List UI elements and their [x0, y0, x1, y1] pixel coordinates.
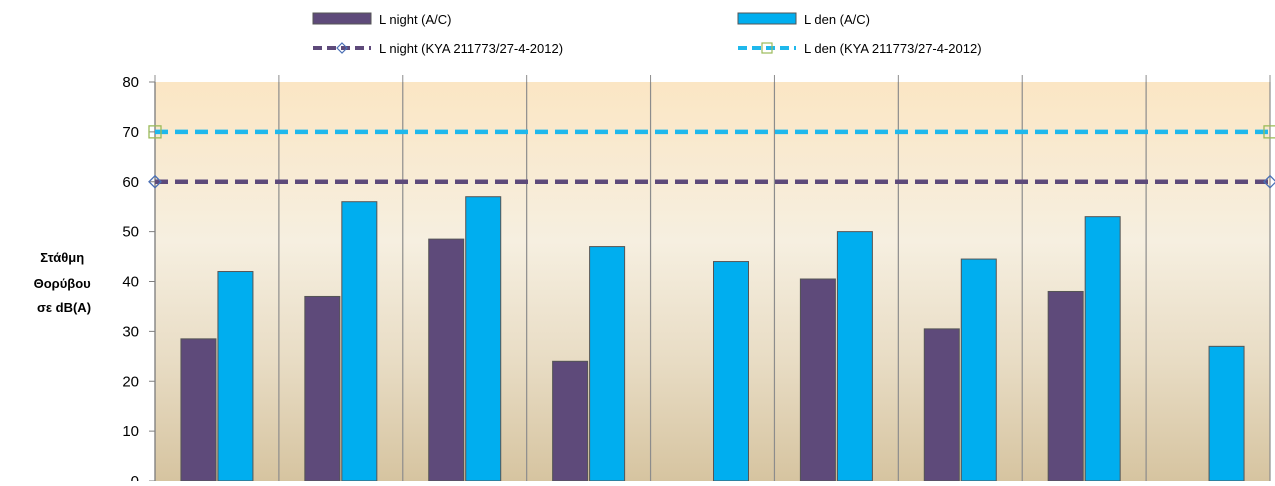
bar-l-den — [713, 261, 749, 482]
legend-label: L night (A/C) — [379, 12, 452, 27]
y-axis-label-line-1: Στάθμη — [40, 250, 84, 265]
y-tick-label: 70 — [122, 124, 139, 141]
bar-l-night — [552, 360, 589, 482]
y-axis-label-line-2: Θορύβου — [34, 276, 92, 291]
y-tick-label: 20 — [122, 373, 139, 390]
bar-l-night — [799, 278, 836, 482]
l-night-limit-marker — [1263, 174, 1275, 189]
legend-swatch — [312, 12, 372, 25]
legend-item: L night (KYA 211773/27-4-2012) — [313, 41, 563, 56]
bar-l-den — [217, 271, 254, 482]
legend-marker — [761, 42, 773, 54]
plot-background — [155, 82, 1270, 481]
legend-item: L den (A/C) — [737, 12, 870, 27]
bar-l-night — [1047, 290, 1084, 482]
y-tick-label: 30 — [122, 323, 139, 340]
bar-l-den — [465, 196, 502, 482]
y-axis-label-line-3: σε dB(A) — [37, 300, 91, 315]
legend-label: L night (KYA 211773/27-4-2012) — [379, 41, 563, 56]
l-den-limit-marker — [148, 125, 162, 139]
bar-l-den — [1084, 216, 1121, 482]
bar-l-den — [589, 246, 626, 482]
y-axis-label: Στάθμη Θορύβου σε dB(A) — [34, 250, 95, 315]
y-tick-label: 60 — [122, 174, 139, 191]
bar-l-den — [1208, 345, 1245, 482]
l-night-limit-marker — [148, 174, 162, 189]
bar-l-den — [960, 258, 997, 482]
legend-swatch — [737, 12, 797, 25]
bar-l-den — [341, 201, 378, 482]
bar-l-night — [304, 295, 341, 482]
legend-label: L den (A/C) — [804, 12, 870, 27]
legend-marker — [336, 42, 348, 54]
y-tick-label: 50 — [122, 224, 139, 241]
bar-l-night — [923, 328, 960, 482]
y-tick-label: 10 — [122, 423, 139, 440]
bar-l-night — [180, 338, 217, 482]
plot-area: 0 10 20 30 40 50 60 70 80 — [122, 74, 1275, 486]
legend-item: L den (KYA 211773/27-4-2012) — [738, 41, 982, 56]
bar-l-den — [836, 231, 873, 482]
bar-l-night — [428, 238, 465, 482]
legend: L night (A/C) L den (A/C) L night (KYA 211… — [312, 12, 982, 56]
y-tick-label: 40 — [122, 274, 139, 291]
y-tick-label: 0 — [131, 473, 139, 481]
y-tick-label: 80 — [122, 74, 139, 91]
l-den-limit-marker — [1263, 125, 1275, 139]
legend-item: L night (A/C) — [312, 12, 452, 27]
legend-label: L den (KYA 211773/27-4-2012) — [804, 41, 982, 56]
